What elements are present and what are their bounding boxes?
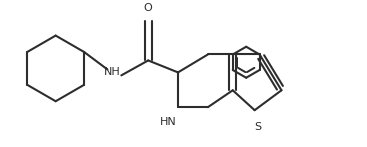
Text: NH: NH — [104, 67, 121, 77]
Text: S: S — [254, 122, 261, 132]
Text: O: O — [144, 3, 153, 13]
Text: HN: HN — [160, 117, 177, 127]
